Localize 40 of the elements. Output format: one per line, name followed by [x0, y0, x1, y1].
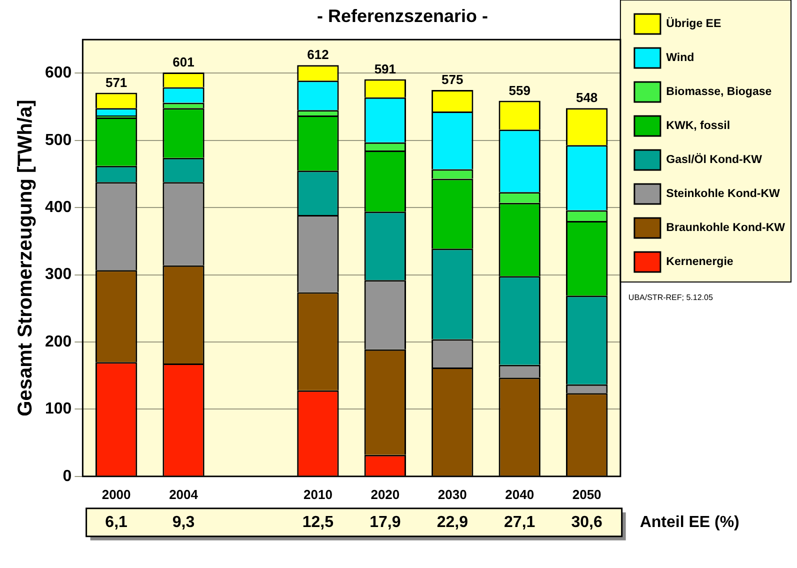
y-tick-label: 500 [44, 132, 72, 149]
text: 12,5 [302, 514, 334, 531]
y-tick-label: 200 [44, 333, 72, 350]
x-tick-label: 2004 [169, 486, 199, 502]
text: 30,6 [571, 514, 602, 531]
chart-title: - Referenzszenario - [316, 6, 488, 26]
total-label: 591 [374, 61, 396, 76]
x-tick-label: 2020 [370, 486, 400, 502]
text: Anteil EE (%) [640, 514, 740, 531]
legend-label: Kernenergie [666, 256, 734, 268]
legend-label: Gasl/Öl Kond-KW [666, 153, 762, 166]
legend-label: Wind [666, 52, 694, 64]
text: UBA/STR-REF; 5.12.05 [628, 293, 714, 302]
text: 22,9 [436, 514, 468, 531]
x-tick-label: 2010 [303, 486, 332, 502]
text: 27,1 [504, 514, 536, 531]
total-label: 601 [172, 54, 194, 70]
text: 17,9 [370, 514, 401, 531]
legend-label: Steinkohle Kond-KW [666, 188, 780, 200]
y-tick-label: 300 [44, 266, 72, 284]
x-tick-label: 2050 [572, 486, 602, 502]
legend-label: Biomasse, Biogase [666, 86, 772, 98]
text: 6,1 [105, 514, 128, 531]
y-tick-label: 100 [44, 400, 72, 418]
y-axis-title: Gesamt Stromerzeugung [TWh/a] [14, 100, 37, 416]
legend-label: Übrige EE [666, 17, 722, 30]
legend-label: Braunkohle Kond-KW [666, 222, 786, 234]
y-tick-label: 600 [44, 64, 72, 82]
y-tick-label: 0 [62, 468, 72, 485]
x-tick-label: 2000 [102, 486, 131, 502]
total-label: 548 [576, 90, 598, 106]
total-label: 571 [105, 74, 128, 90]
total-label: 559 [508, 82, 530, 98]
legend-label: KWK, fossil [666, 120, 730, 132]
total-label: 612 [307, 47, 329, 62]
text: 9,3 [172, 514, 195, 531]
y-tick-label: 400 [44, 199, 72, 216]
x-tick-label: 2030 [438, 486, 467, 502]
x-tick-label: 2040 [505, 486, 534, 502]
total-label: 575 [442, 72, 464, 88]
